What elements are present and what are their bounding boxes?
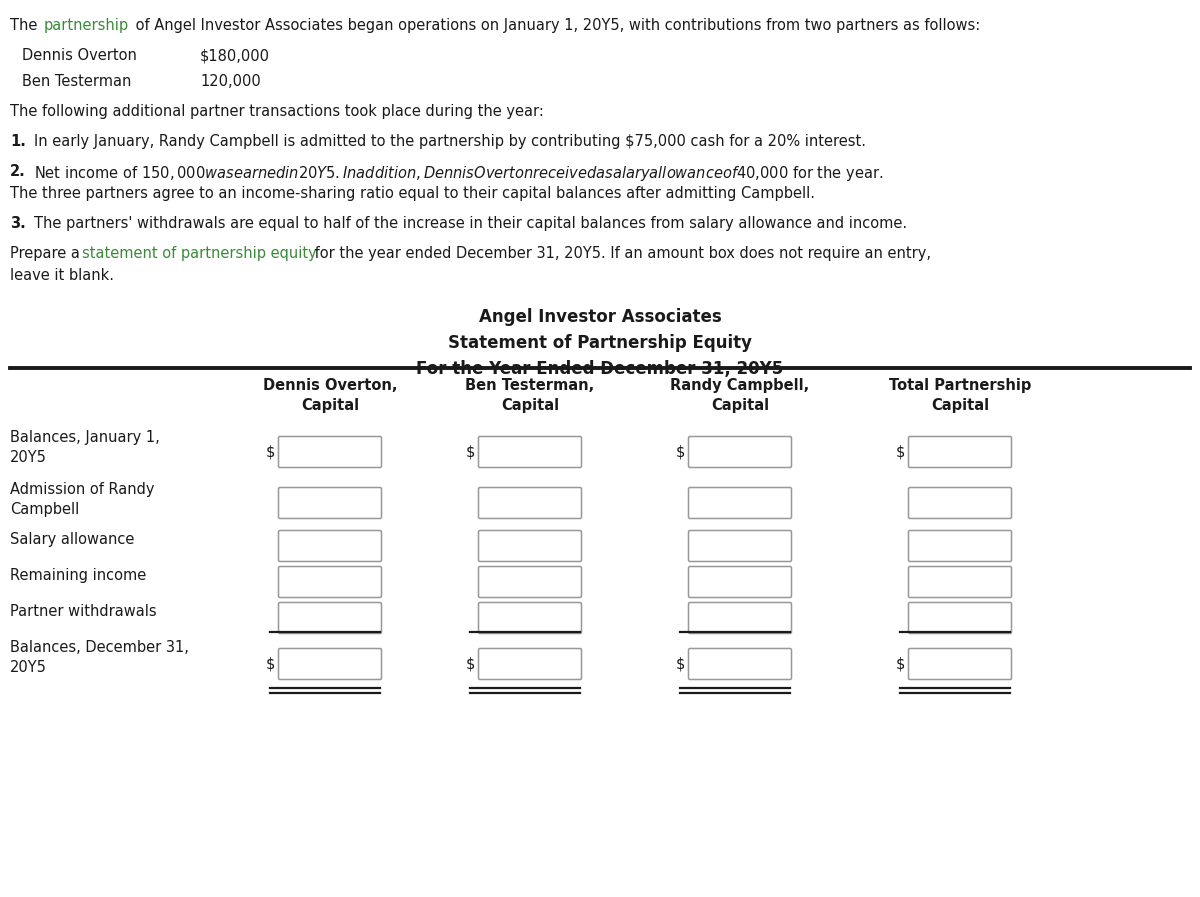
Text: Capital: Capital (931, 398, 989, 413)
Text: Partner withdrawals: Partner withdrawals (10, 604, 157, 619)
Text: $: $ (676, 657, 685, 672)
FancyBboxPatch shape (689, 487, 792, 518)
FancyBboxPatch shape (908, 487, 1012, 518)
FancyBboxPatch shape (908, 603, 1012, 633)
Text: 3.: 3. (10, 216, 25, 231)
Text: The partners' withdrawals are equal to half of the increase in their capital bal: The partners' withdrawals are equal to h… (34, 216, 907, 231)
Text: $: $ (895, 445, 905, 459)
FancyBboxPatch shape (278, 530, 382, 562)
FancyBboxPatch shape (689, 649, 792, 680)
FancyBboxPatch shape (908, 567, 1012, 597)
Text: Randy Campbell,: Randy Campbell, (671, 378, 810, 393)
FancyBboxPatch shape (479, 437, 582, 467)
FancyBboxPatch shape (689, 530, 792, 562)
Text: In early January, Randy Campbell is admitted to the partnership by contributing : In early January, Randy Campbell is admi… (34, 134, 866, 149)
Text: Dennis Overton,: Dennis Overton, (263, 378, 397, 393)
Text: $: $ (676, 445, 685, 459)
Text: 1.: 1. (10, 134, 26, 149)
Text: 20Y5: 20Y5 (10, 450, 47, 465)
Text: Total Partnership: Total Partnership (889, 378, 1031, 393)
Text: Capital: Capital (500, 398, 559, 413)
Text: 120,000: 120,000 (200, 74, 260, 89)
FancyBboxPatch shape (278, 437, 382, 467)
FancyBboxPatch shape (278, 649, 382, 680)
FancyBboxPatch shape (479, 530, 582, 562)
FancyBboxPatch shape (278, 487, 382, 518)
FancyBboxPatch shape (479, 487, 582, 518)
FancyBboxPatch shape (689, 437, 792, 467)
Text: $180,000: $180,000 (200, 48, 270, 63)
Text: $: $ (895, 657, 905, 672)
Text: Ben Testerman,: Ben Testerman, (466, 378, 595, 393)
FancyBboxPatch shape (908, 649, 1012, 680)
FancyBboxPatch shape (908, 530, 1012, 562)
FancyBboxPatch shape (689, 603, 792, 633)
Text: Salary allowance: Salary allowance (10, 532, 134, 547)
FancyBboxPatch shape (479, 649, 582, 680)
Text: statement of partnership equity: statement of partnership equity (82, 246, 317, 261)
Text: Balances, January 1,: Balances, January 1, (10, 430, 160, 445)
FancyBboxPatch shape (689, 567, 792, 597)
Text: 20Y5: 20Y5 (10, 660, 47, 675)
Text: 2.: 2. (10, 164, 25, 179)
FancyBboxPatch shape (278, 603, 382, 633)
Text: Capital: Capital (710, 398, 769, 413)
Text: $: $ (466, 445, 475, 459)
Text: Ben Testerman: Ben Testerman (22, 74, 131, 89)
Text: Statement of Partnership Equity: Statement of Partnership Equity (448, 334, 752, 352)
Text: partnership: partnership (44, 18, 130, 33)
FancyBboxPatch shape (908, 437, 1012, 467)
Text: leave it blank.: leave it blank. (10, 268, 114, 283)
FancyBboxPatch shape (479, 603, 582, 633)
Text: Prepare a: Prepare a (10, 246, 84, 261)
Text: Remaining income: Remaining income (10, 568, 146, 583)
Text: for the year ended December 31, 20Y5. If an amount box does not require an entry: for the year ended December 31, 20Y5. If… (310, 246, 931, 261)
Text: The following additional partner transactions took place during the year:: The following additional partner transac… (10, 104, 544, 119)
Text: Capital: Capital (301, 398, 359, 413)
FancyBboxPatch shape (278, 567, 382, 597)
Text: Dennis Overton: Dennis Overton (22, 48, 137, 63)
Text: The: The (10, 18, 42, 33)
Text: Campbell: Campbell (10, 502, 79, 517)
Text: $: $ (466, 657, 475, 672)
Text: Angel Investor Associates: Angel Investor Associates (479, 308, 721, 326)
Text: The three partners agree to an income-sharing ratio equal to their capital balan: The three partners agree to an income-sh… (10, 186, 815, 201)
Text: For the Year Ended December 31, 20Y5: For the Year Ended December 31, 20Y5 (416, 360, 784, 378)
FancyBboxPatch shape (479, 567, 582, 597)
Text: Balances, December 31,: Balances, December 31, (10, 640, 188, 655)
Text: $: $ (265, 657, 275, 672)
Text: $: $ (265, 445, 275, 459)
Text: of Angel Investor Associates began operations on January 1, 20Y5, with contribut: of Angel Investor Associates began opera… (131, 18, 980, 33)
Text: Net income of $150,000 was earned in 20Y5. In addition, Dennis Overton received : Net income of $150,000 was earned in 20Y… (34, 164, 883, 183)
Text: Admission of Randy: Admission of Randy (10, 482, 155, 497)
